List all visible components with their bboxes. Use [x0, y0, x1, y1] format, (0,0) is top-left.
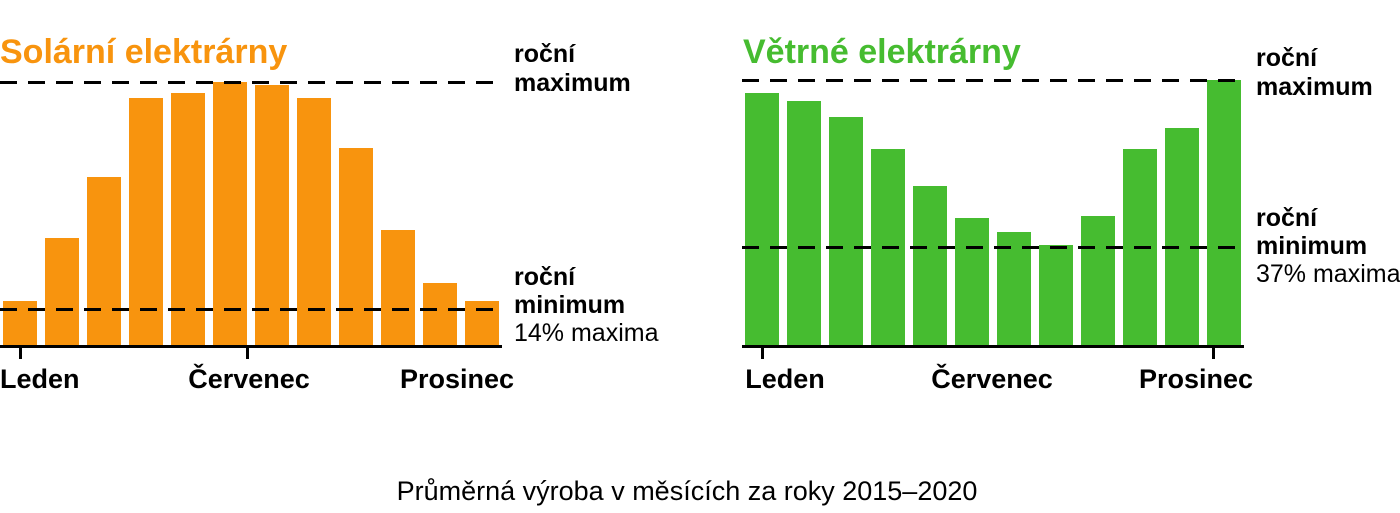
solar-min-label-line2: minimum: [514, 291, 626, 319]
wind-plot-area: [742, 78, 1244, 359]
solar-month-label-cervenec: Červenec: [188, 364, 310, 394]
solar-axis-tick-1: [18, 347, 22, 359]
solar-chart-title: Solární elektrárny: [0, 33, 288, 72]
solar-bar-month-8: [297, 97, 331, 346]
solar-x-axis: [0, 344, 502, 348]
wind-axis-tick-1: [760, 347, 764, 359]
solar-bar-month-3: [87, 177, 121, 346]
solar-axis-tick-2: [245, 347, 249, 359]
wind-bar-month-3: [829, 117, 863, 346]
solar-bar-month-11: [423, 282, 457, 346]
wind-annual-maximum-line: [742, 78, 1244, 82]
wind-annual-maximum-label: roční maximum: [1256, 44, 1373, 102]
solar-bar-month-2: [45, 237, 79, 346]
wind-max-label-line1: roční: [1256, 44, 1318, 72]
wind-bar-month-12: [1207, 80, 1241, 346]
wind-x-axis: [742, 344, 1244, 348]
solar-bar-month-10: [381, 229, 415, 346]
wind-max-label-line2: maximum: [1256, 73, 1373, 101]
solar-bar-month-6: [213, 82, 247, 346]
solar-plot-area: [0, 80, 502, 359]
wind-min-label-line2: minimum: [1256, 232, 1368, 260]
wind-bar-month-6: [955, 218, 989, 346]
wind-month-label-prosinec: Prosinec: [1138, 364, 1254, 394]
solar-bar-month-9: [339, 148, 373, 346]
wind-bar-month-1: [745, 93, 779, 346]
wind-chart-title: Větrné elektrárny: [743, 33, 1021, 72]
wind-month-label-cervenec: Červenec: [931, 364, 1053, 394]
wind-bar-month-8: [1039, 244, 1073, 346]
solar-max-label-line2: maximum: [514, 69, 631, 97]
wind-annual-minimum-label: roční minimum 37% maxima: [1256, 204, 1400, 288]
wind-month-label-leden: Leden: [745, 364, 825, 394]
solar-month-label-prosinec: Prosinec: [399, 364, 515, 394]
wind-bar-month-5: [913, 186, 947, 346]
solar-bar-month-7: [255, 84, 289, 346]
solar-annual-maximum-label: roční maximum: [514, 40, 631, 98]
solar-annual-minimum-line: [0, 307, 502, 311]
wind-axis-tick-2: [1211, 347, 1215, 359]
wind-min-percentage: 37% maxima: [1256, 260, 1400, 288]
wind-bar-month-11: [1165, 127, 1199, 346]
solar-annual-maximum-line: [0, 80, 502, 84]
wind-bar-month-2: [787, 101, 821, 346]
wind-min-label-line1: roční: [1256, 204, 1318, 232]
solar-bar-month-4: [129, 97, 163, 346]
solar-month-label-leden: Leden: [0, 364, 80, 394]
figure-caption: Průměrná výroba v měsících za roky 2015–…: [396, 476, 978, 506]
solar-annual-minimum-label: roční minimum 14% maxima: [514, 263, 659, 347]
solar-max-label-line1: roční: [514, 40, 576, 68]
wind-annual-minimum-line: [742, 246, 1244, 250]
wind-bar-month-9: [1081, 215, 1115, 346]
solar-min-percentage: 14% maxima: [514, 319, 659, 347]
solar-bar-month-5: [171, 92, 205, 346]
wind-bar-month-7: [997, 231, 1031, 346]
solar-min-label-line1: roční: [514, 263, 576, 291]
